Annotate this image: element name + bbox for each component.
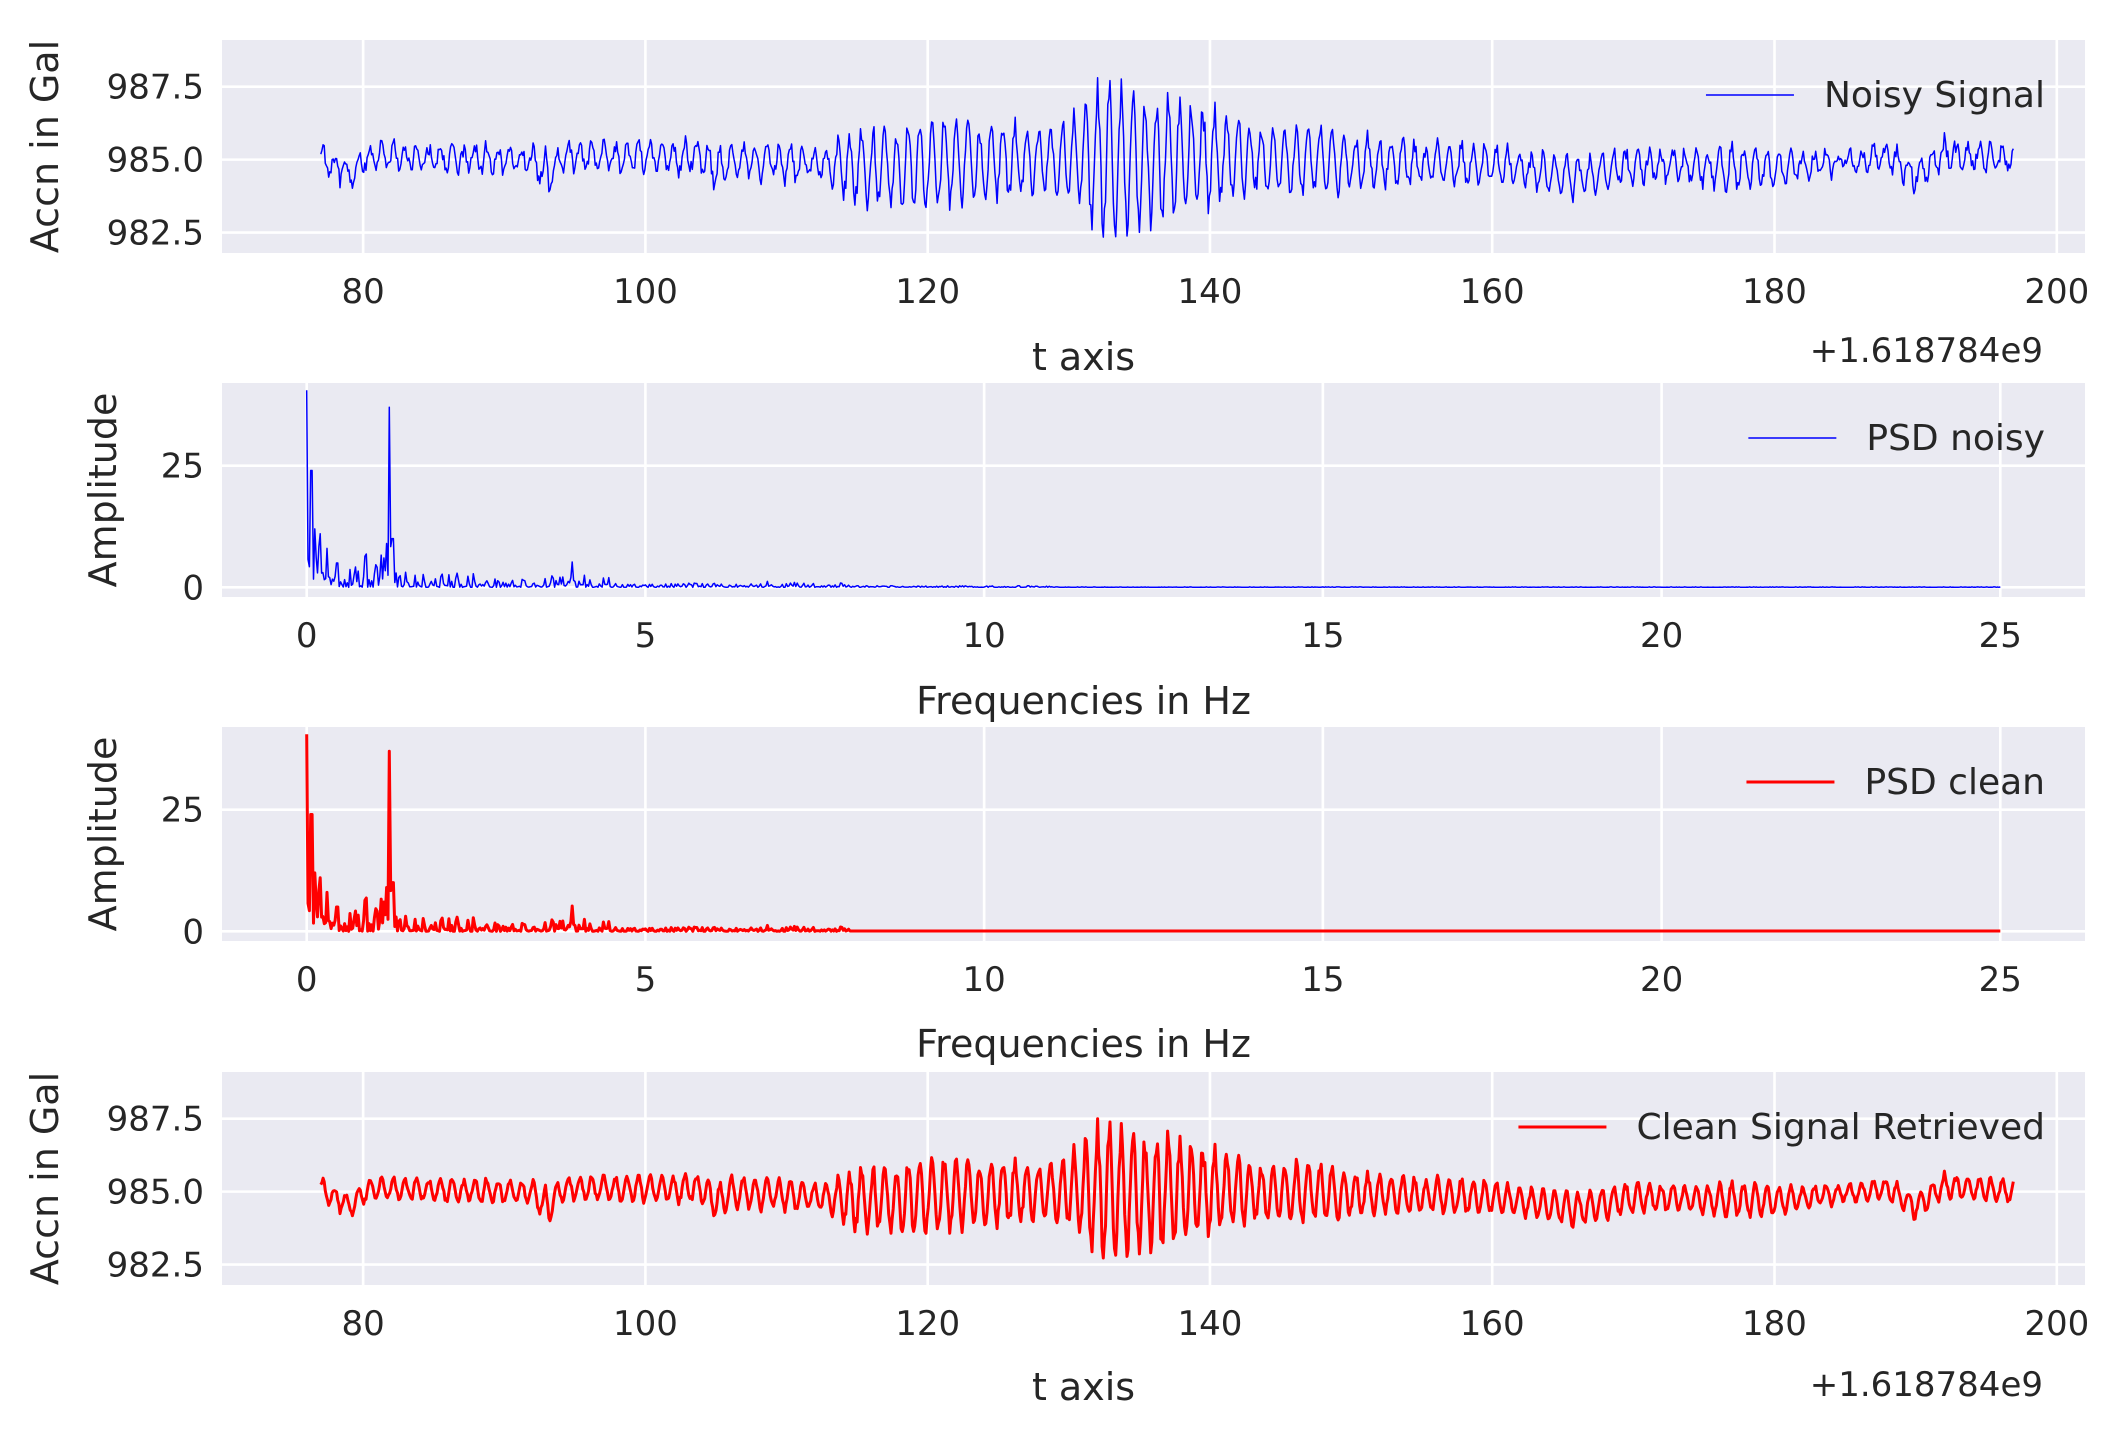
psd-noisy-x-tick-label: 10 bbox=[963, 616, 1006, 656]
psd-noisy-legend-label: PSD noisy bbox=[1866, 418, 2045, 459]
noisy-signal-x-tick-label: 120 bbox=[895, 272, 960, 312]
noisy-signal-offset-text: +1.618784e9 bbox=[1810, 331, 2043, 371]
psd-clean-chart: 0 5 10 15 20 25 0 25 Frequencies in Hz Amplitude P… bbox=[81, 727, 2085, 1066]
clean-signal-x-tick-label: 200 bbox=[2024, 1304, 2089, 1344]
noisy-signal-x-tick-label: 80 bbox=[342, 272, 385, 312]
psd-noisy-plot-area bbox=[222, 383, 2085, 597]
clean-signal-x-tick-label: 120 bbox=[895, 1304, 960, 1344]
psd-clean-legend-label: PSD clean bbox=[1864, 762, 2045, 803]
clean-signal-chart: 80 100 120 140 160 180 200 982.5 985.0 987.5 t axi… bbox=[23, 1072, 2089, 1409]
psd-noisy-x-tick-label: 20 bbox=[1640, 616, 1683, 656]
noisy-signal-legend-label: Noisy Signal bbox=[1824, 75, 2045, 116]
psd-noisy-x-tick-label: 25 bbox=[1979, 616, 2022, 656]
noisy-signal-y-axis-label: Accn in Gal bbox=[23, 40, 67, 253]
noisy-signal-x-tick-label: 180 bbox=[1742, 272, 1807, 312]
noisy-signal-y-tick-label: 987.5 bbox=[107, 68, 204, 108]
psd-noisy-y-tick-label: 25 bbox=[161, 447, 204, 487]
psd-noisy-x-tick-label: 15 bbox=[1301, 616, 1344, 656]
psd-noisy-y-axis-label: Amplitude bbox=[81, 393, 125, 588]
psd-clean-x-tick-label: 25 bbox=[1979, 960, 2022, 1000]
clean-signal-y-tick-label: 987.5 bbox=[107, 1100, 204, 1140]
psd-noisy-x-tick-label: 0 bbox=[296, 616, 318, 656]
psd-clean-x-tick-label: 0 bbox=[296, 960, 318, 1000]
psd-clean-y-tick-label: 0 bbox=[182, 912, 204, 952]
clean-signal-x-tick-label: 140 bbox=[1178, 1304, 1243, 1344]
clean-signal-x-tick-label: 160 bbox=[1460, 1304, 1525, 1344]
psd-noisy-x-tick-label: 5 bbox=[635, 616, 657, 656]
psd-clean-plot-area bbox=[222, 727, 2085, 941]
psd-noisy-y-tick-label: 0 bbox=[182, 568, 204, 608]
clean-signal-x-axis-label: t axis bbox=[1032, 1365, 1135, 1409]
noisy-signal-x-tick-label: 200 bbox=[2024, 272, 2089, 312]
clean-signal-series-line bbox=[319, 1117, 2015, 1260]
psd-clean-x-tick-label: 15 bbox=[1301, 960, 1344, 1000]
noisy-signal-chart: 80 100 120 140 160 180 200 982.5 985.0 987.5 t axi… bbox=[23, 40, 2089, 379]
psd-noisy-x-axis-label: Frequencies in Hz bbox=[916, 679, 1251, 723]
psd-clean-y-axis-label: Amplitude bbox=[81, 737, 125, 932]
psd-noisy-chart: 0 5 10 15 20 25 0 25 Frequencies in Hz Amplitude P… bbox=[81, 383, 2085, 723]
noisy-signal-x-tick-label: 160 bbox=[1460, 272, 1525, 312]
noisy-signal-y-tick-label: 982.5 bbox=[107, 214, 204, 254]
clean-signal-x-tick-label: 80 bbox=[342, 1304, 385, 1344]
clean-signal-offset-text: +1.618784e9 bbox=[1810, 1365, 2043, 1405]
clean-signal-legend-label: Clean Signal Retrieved bbox=[1636, 1107, 2045, 1148]
noisy-signal-series-line bbox=[320, 77, 2014, 238]
noisy-signal-x-tick-label: 100 bbox=[613, 272, 678, 312]
noisy-signal-y-tick-label: 985.0 bbox=[107, 141, 204, 181]
psd-clean-y-tick-label: 25 bbox=[161, 791, 204, 831]
clean-signal-x-tick-label: 100 bbox=[613, 1304, 678, 1344]
noisy-signal-x-tick-label: 140 bbox=[1178, 272, 1243, 312]
psd-noisy-series-line bbox=[305, 390, 2001, 589]
psd-clean-x-tick-label: 10 bbox=[963, 960, 1006, 1000]
clean-signal-y-axis-label: Accn in Gal bbox=[23, 1072, 67, 1285]
psd-clean-x-tick-label: 20 bbox=[1640, 960, 1683, 1000]
clean-signal-y-tick-label: 985.0 bbox=[107, 1173, 204, 1213]
psd-clean-series-line bbox=[305, 734, 2001, 933]
psd-clean-x-axis-label: Frequencies in Hz bbox=[916, 1022, 1251, 1066]
noisy-signal-x-axis-label: t axis bbox=[1032, 335, 1135, 379]
clean-signal-y-tick-label: 982.5 bbox=[107, 1246, 204, 1286]
psd-clean-x-tick-label: 5 bbox=[635, 960, 657, 1000]
clean-signal-x-tick-label: 180 bbox=[1742, 1304, 1807, 1344]
